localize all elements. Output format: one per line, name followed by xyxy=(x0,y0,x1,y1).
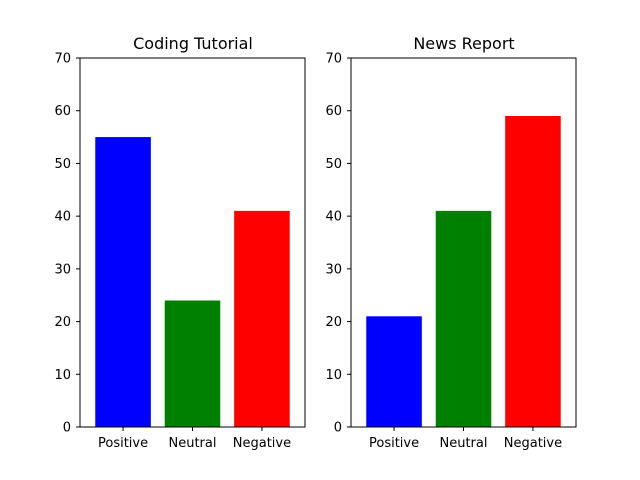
y-tick-label: 10 xyxy=(325,368,342,383)
y-tick-label: 0 xyxy=(334,421,342,436)
chart-title: Coding Tutorial xyxy=(133,34,253,53)
chart-coding-tutorial: Coding Tutorial 0 10 20 30 40 50 60 70 Positive N… xyxy=(54,34,306,451)
y-tick-label: 60 xyxy=(54,104,71,119)
bar-negative xyxy=(234,210,290,427)
y-tick-label: 30 xyxy=(54,262,71,277)
chart-news-report: News Report 0 10 20 30 40 50 60 70 Positive Neutr… xyxy=(325,34,577,451)
y-tick-label: 30 xyxy=(325,262,342,277)
y-tick-label: 0 xyxy=(63,421,71,436)
y-tick-label: 40 xyxy=(325,210,342,225)
y-tick-label: 40 xyxy=(54,210,71,225)
y-tick-label: 20 xyxy=(54,315,71,330)
x-tick-label: Neutral xyxy=(440,436,488,451)
bar-positive xyxy=(95,137,151,428)
y-tick-label: 10 xyxy=(54,368,71,383)
y-tick-label: 70 xyxy=(54,52,71,67)
x-tick-label: Positive xyxy=(98,436,148,451)
bar-neutral xyxy=(164,300,221,427)
bar-neutral xyxy=(435,210,492,427)
x-tick-label: Positive xyxy=(369,436,419,451)
x-tick-label: Negative xyxy=(504,436,562,451)
x-tick-label: Negative xyxy=(233,436,291,451)
y-tick-label: 50 xyxy=(325,157,342,172)
y-tick-label: 60 xyxy=(325,104,342,119)
y-tick-label: 20 xyxy=(325,315,342,330)
chart-marks: 0 10 20 30 40 50 60 70 Positive Neutral Negative xyxy=(54,52,306,451)
chart-marks: 0 10 20 30 40 50 60 70 Positive Neutral Negative xyxy=(325,52,577,451)
chart-title: News Report xyxy=(413,34,514,53)
x-tick-label: Neutral xyxy=(169,436,217,451)
bar-negative xyxy=(505,115,561,427)
y-tick-label: 70 xyxy=(325,52,342,67)
bar-positive xyxy=(366,316,422,427)
y-tick-label: 50 xyxy=(54,157,71,172)
